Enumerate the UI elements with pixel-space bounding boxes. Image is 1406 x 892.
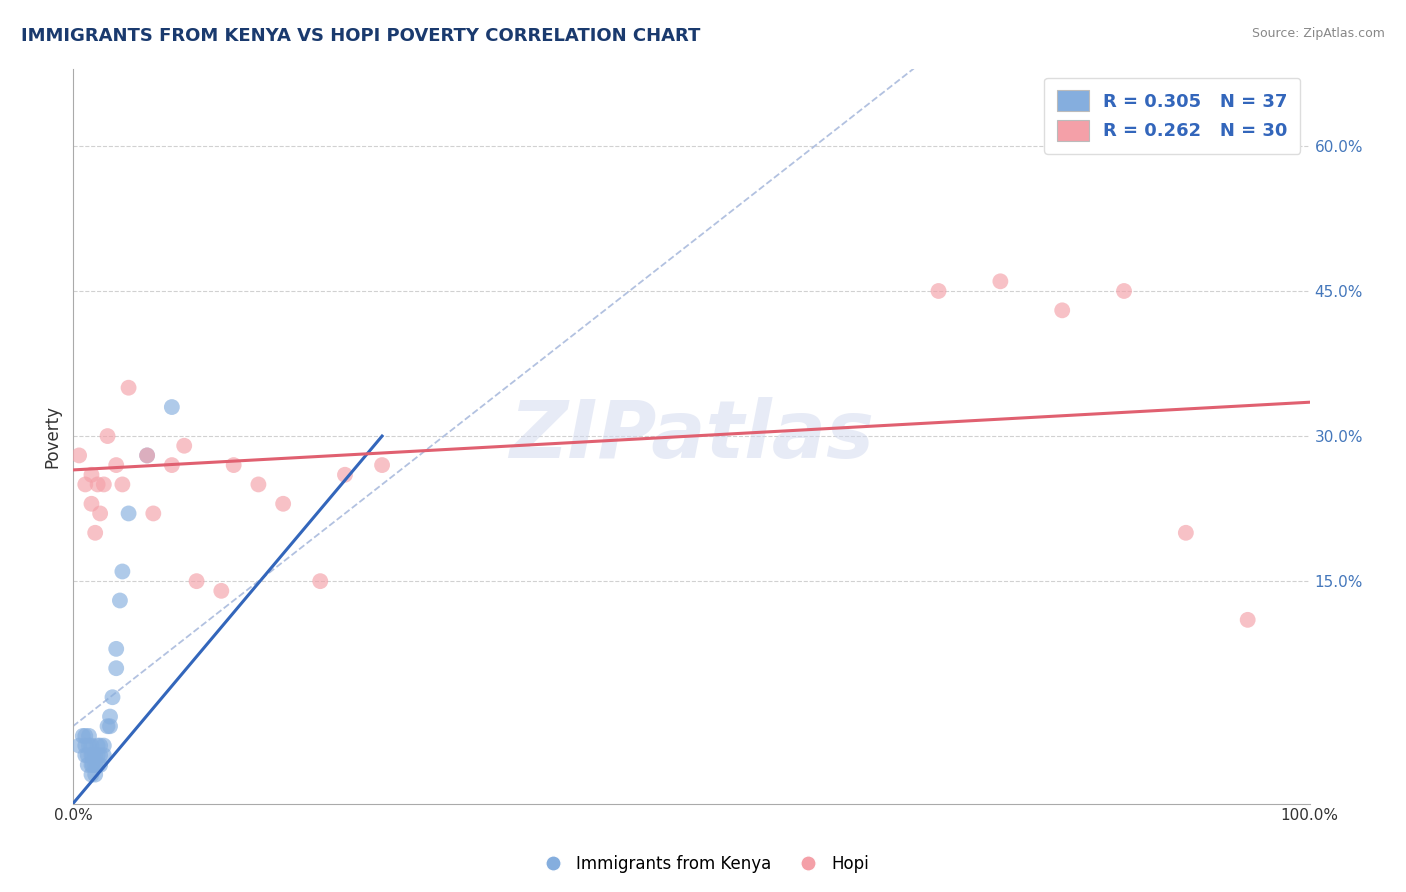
Point — [75, 739, 97, 753]
Point — [117, 381, 139, 395]
Point — [371, 458, 394, 472]
Y-axis label: Poverty: Poverty — [44, 405, 60, 467]
Point — [89, 758, 111, 772]
Point — [82, 748, 104, 763]
Point — [72, 729, 94, 743]
Legend: Immigrants from Kenya, Hopi: Immigrants from Kenya, Hopi — [530, 848, 876, 880]
Point — [333, 467, 356, 482]
Point — [96, 429, 118, 443]
Point — [271, 497, 294, 511]
Point — [209, 583, 232, 598]
Point — [80, 767, 103, 781]
Point — [136, 449, 159, 463]
Point — [1236, 613, 1258, 627]
Point — [96, 719, 118, 733]
Point — [111, 477, 134, 491]
Point — [80, 739, 103, 753]
Point — [111, 565, 134, 579]
Point — [76, 758, 98, 772]
Point — [75, 748, 97, 763]
Point — [105, 458, 128, 472]
Point — [84, 767, 107, 781]
Point — [84, 748, 107, 763]
Point — [80, 748, 103, 763]
Point — [136, 449, 159, 463]
Point — [80, 467, 103, 482]
Point — [1174, 525, 1197, 540]
Point — [990, 274, 1012, 288]
Point — [93, 739, 115, 753]
Point — [82, 758, 104, 772]
Point — [105, 661, 128, 675]
Point — [80, 497, 103, 511]
Point — [1112, 284, 1135, 298]
Point — [117, 507, 139, 521]
Point — [67, 449, 90, 463]
Point — [77, 739, 100, 753]
Point — [86, 739, 108, 753]
Point — [75, 729, 97, 743]
Point — [1050, 303, 1073, 318]
Text: IMMIGRANTS FROM KENYA VS HOPI POVERTY CORRELATION CHART: IMMIGRANTS FROM KENYA VS HOPI POVERTY CO… — [21, 27, 700, 45]
Point — [222, 458, 245, 472]
Point — [105, 641, 128, 656]
Point — [173, 439, 195, 453]
Point — [89, 739, 111, 753]
Point — [142, 507, 165, 521]
Point — [86, 748, 108, 763]
Point — [108, 593, 131, 607]
Point — [93, 748, 115, 763]
Point — [80, 758, 103, 772]
Point — [89, 748, 111, 763]
Point — [160, 400, 183, 414]
Text: Source: ZipAtlas.com: Source: ZipAtlas.com — [1251, 27, 1385, 40]
Point — [186, 574, 208, 589]
Point — [93, 477, 115, 491]
Point — [67, 739, 90, 753]
Point — [86, 758, 108, 772]
Point — [89, 507, 111, 521]
Point — [98, 709, 121, 723]
Point — [77, 729, 100, 743]
Point — [86, 477, 108, 491]
Point — [76, 748, 98, 763]
Point — [101, 690, 124, 705]
Text: ZIPatlas: ZIPatlas — [509, 397, 873, 475]
Point — [928, 284, 950, 298]
Point — [309, 574, 332, 589]
Point — [84, 758, 107, 772]
Legend: R = 0.305   N = 37, R = 0.262   N = 30: R = 0.305 N = 37, R = 0.262 N = 30 — [1043, 78, 1301, 153]
Point — [98, 719, 121, 733]
Point — [247, 477, 270, 491]
Point — [160, 458, 183, 472]
Point — [84, 525, 107, 540]
Point — [75, 477, 97, 491]
